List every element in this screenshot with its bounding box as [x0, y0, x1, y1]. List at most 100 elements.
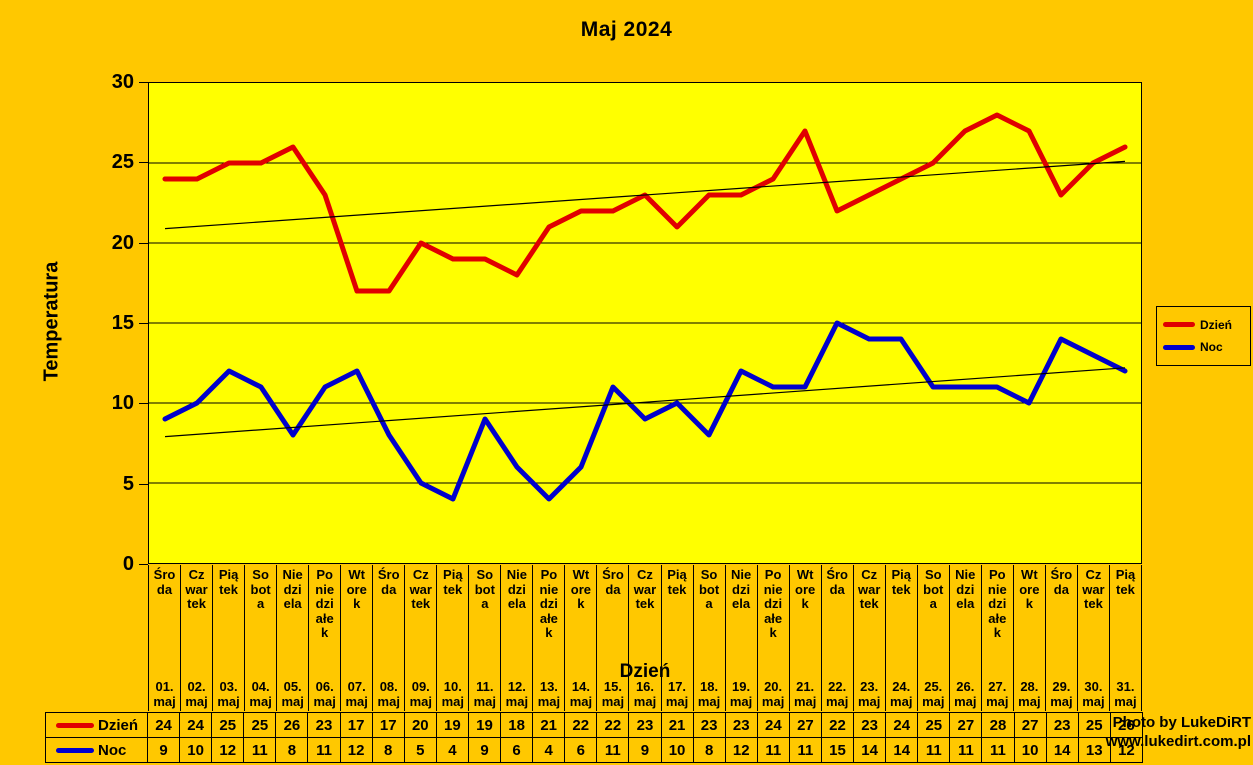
noc-series-line: [162, 320, 1128, 502]
legend: Dzień Noc: [1156, 306, 1251, 366]
table-value-cell: 23: [629, 713, 662, 737]
x-label-cell: Nie dzi ela 12. maj: [500, 565, 532, 711]
x-date-label: 01. maj: [153, 679, 176, 709]
x-label-cell: Po nie dzi ałe k 27. maj: [980, 565, 1013, 711]
x-label-cell: Śro da 22. maj: [820, 565, 853, 711]
table-row-noc: Noc 9 10 12 11 8 11 12 8 5 4 9 6 4 6 11 9 10 8 12 11 11 15 14 14…: [46, 737, 1142, 762]
y-tick-label-25: 25: [111, 151, 134, 174]
table-value-cell: 9: [629, 738, 662, 762]
table-row-header: Noc: [46, 738, 148, 762]
x-label-cell: Śro da 29. maj: [1044, 565, 1077, 711]
x-date-label: 21. maj: [793, 679, 817, 709]
y-tick-label-5: 5: [122, 472, 134, 495]
x-weekday-label: Cz war tek: [633, 567, 657, 611]
table-value-cell: 6: [565, 738, 598, 762]
y-tick-mark: [139, 403, 148, 405]
y-tick-label-20: 20: [111, 231, 134, 254]
y-tick-mark: [139, 564, 148, 565]
x-weekday-label: So bot a: [698, 567, 720, 611]
x-weekday-label: Śro da: [377, 567, 400, 597]
table-value-cell: 22: [597, 713, 630, 737]
table-value-cell: 23: [1047, 713, 1079, 737]
x-weekday-label: Cz war tek: [185, 567, 208, 611]
table-value-cell: 10: [1015, 738, 1047, 762]
noc-marker-icon: [56, 747, 94, 753]
table-value-cell: 8: [276, 738, 309, 762]
legend-label-dzien: Dzień: [1200, 317, 1233, 332]
table-value-cell: 4: [437, 738, 469, 762]
x-date-label: 24. maj: [890, 679, 913, 709]
table-value-cell: 11: [758, 738, 790, 762]
table-value-cell: 28: [982, 713, 1015, 737]
x-weekday-label: Nie dzi ela: [282, 567, 303, 611]
table-value-cell: 20: [405, 713, 437, 737]
table-row-label: Dzień: [98, 716, 139, 734]
x-label-cell: So bot a 11. maj: [468, 565, 500, 711]
table-value-cell: 9: [469, 738, 502, 762]
x-weekday-label: Pią tek: [891, 567, 911, 597]
x-weekday-label: Wt ore k: [795, 567, 816, 611]
table-value-cell: 13: [1079, 738, 1111, 762]
y-tick-label-10: 10: [111, 392, 134, 415]
table-value-cell: 4: [533, 738, 566, 762]
table-value-cell: 5: [405, 738, 437, 762]
noc-line-swatch: [1163, 344, 1195, 350]
x-date-label: 16. maj: [633, 679, 657, 709]
x-weekday-label: Wt ore k: [346, 567, 367, 611]
x-weekday-label: Pią tek: [443, 567, 463, 597]
plot-area: [148, 82, 1142, 564]
noc-trendline: [164, 367, 1126, 438]
table-value-cell: 24: [148, 713, 181, 737]
table-value-cell: 27: [1015, 713, 1047, 737]
x-weekday-label: Wt ore k: [1019, 567, 1040, 611]
table-value-cell: 19: [469, 713, 502, 737]
x-weekday-label: Po nie dzi ałe k: [763, 567, 783, 640]
table-row-dzien: Dzień 24 24 25 25 26 23 17 17 20 19 19 18 21 22 22 23 21 2…: [46, 713, 1142, 737]
table-value-cell: 24: [886, 713, 919, 737]
table-value-cell: 6: [501, 738, 534, 762]
x-weekday-label: Śro da: [1050, 567, 1073, 597]
table-value-cell: 19: [437, 713, 469, 737]
x-label-cell: Pią tek 10. maj: [436, 565, 468, 711]
y-tick-mark: [139, 483, 148, 485]
table-value-cell: 11: [308, 738, 341, 762]
x-date-label: 22. maj: [825, 679, 849, 709]
table-value-cell: 24: [180, 713, 213, 737]
legend-item-noc: Noc: [1163, 340, 1244, 354]
x-label-cell: So bot a 04. maj: [244, 565, 276, 711]
y-tick-mark: [139, 82, 148, 83]
y-tick-mark: [139, 242, 148, 244]
x-date-label: 28. maj: [1018, 679, 1041, 709]
x-label-cell: Po nie dzi ałe k 13. maj: [532, 565, 564, 711]
x-label-cell: Wt ore k 21. maj: [788, 565, 821, 711]
table-value-cell: 12: [212, 738, 245, 762]
y-tick-label-15: 15: [111, 312, 134, 334]
x-date-label: 17. maj: [665, 679, 689, 709]
watermark-line2: www.lukedirt.com.pl: [1105, 733, 1251, 750]
x-label-cell: Cz war tek 09. maj: [404, 565, 436, 711]
table-value-cell: 26: [1118, 716, 1135, 734]
table-value-cell: 12: [726, 738, 758, 762]
table-value-cell: 22: [822, 713, 855, 737]
table-value-cell: 14: [1047, 738, 1079, 762]
plot-svg: [149, 112, 1141, 502]
x-weekday-label: Po nie dzi ałe k: [987, 567, 1007, 640]
table-value-cell: 21: [662, 713, 694, 737]
watermark: Photo by LukeDiRT www.lukedirt.com.pl: [971, 713, 1251, 751]
x-label-cell: Cz war tek 30. maj: [1076, 565, 1109, 711]
table-value-cell: 26: [276, 713, 309, 737]
legend-item-dzien: Dzień: [1163, 318, 1244, 332]
x-date-label: 14. maj: [569, 679, 593, 709]
table-value-cell: 18: [501, 713, 534, 737]
table-value-cell: 24: [758, 713, 790, 737]
x-date-label: 31. maj: [1114, 679, 1137, 709]
x-label-cell: Po nie dzi ałe k 20. maj: [756, 565, 789, 711]
x-weekday-label: Pią tek: [1115, 567, 1136, 597]
x-label-cell: Pią tek 17. maj: [660, 565, 693, 711]
table-value-cell: 23: [308, 713, 341, 737]
table-value-cell: 11: [982, 738, 1015, 762]
table-value-cell: 21: [533, 713, 566, 737]
x-date-label: 03. maj: [217, 679, 240, 709]
table-value-cell: 14: [854, 738, 887, 762]
x-label-cell: Nie dzi ela 19. maj: [724, 565, 757, 711]
